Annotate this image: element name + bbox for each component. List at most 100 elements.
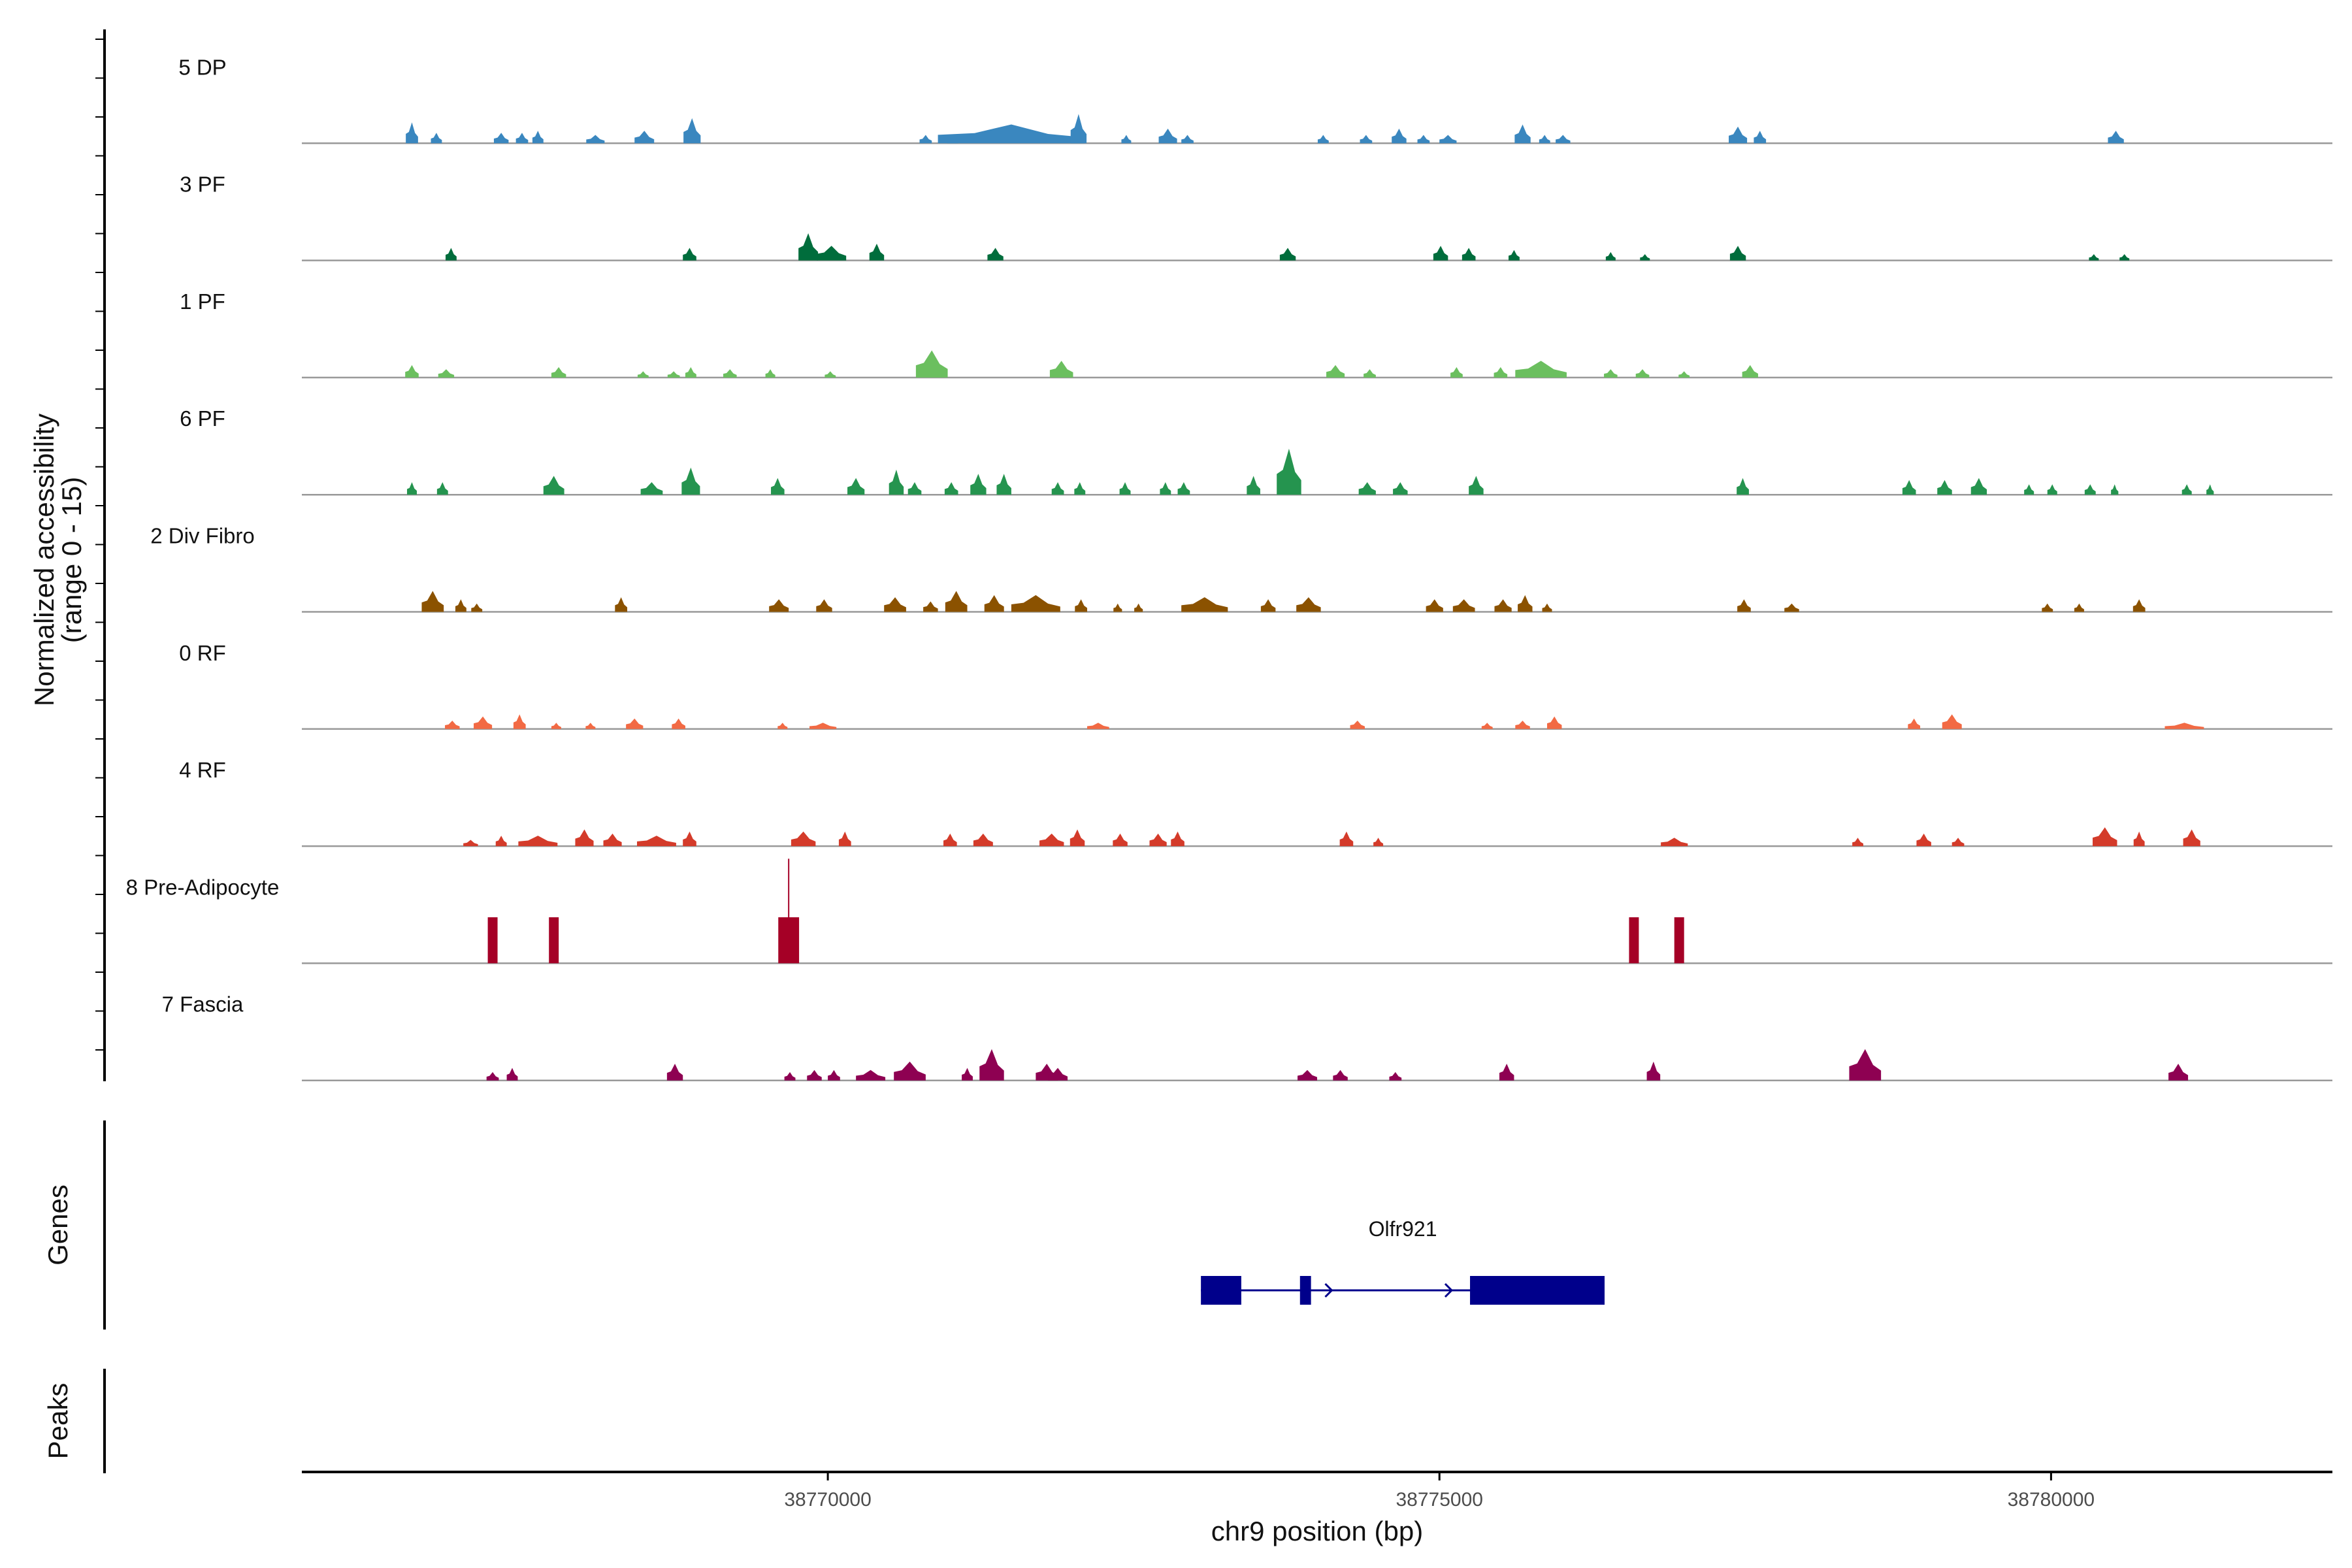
accessibility-peak <box>455 599 466 612</box>
accessibility-peak <box>667 371 680 378</box>
track-0-rf: 0 RF <box>179 641 2332 730</box>
accessibility-peak <box>1450 367 1463 378</box>
accessibility-peak <box>1279 248 1296 261</box>
accessibility-peak <box>1970 478 1987 495</box>
accessibility-peak <box>1350 721 1365 729</box>
gene-exon <box>1201 1276 1241 1305</box>
accessibility-peak <box>445 721 460 729</box>
accessibility-peak <box>685 367 696 378</box>
accessibility-peak <box>515 133 529 144</box>
accessibility-peak <box>1452 599 1475 612</box>
gene-exon <box>1470 1276 1605 1305</box>
accessibility-peak <box>1916 833 1931 847</box>
accessibility-peak <box>2108 131 2124 144</box>
accessibility-peak <box>1515 721 1530 729</box>
accessibility-peak <box>1937 480 1952 495</box>
peaks-panel: Peaks <box>42 1369 106 1473</box>
peaks-panel-label: Peaks <box>42 1383 73 1460</box>
accessibility-peak <box>683 831 696 847</box>
accessibility-peak <box>2111 484 2119 495</box>
accessibility-peak <box>1729 126 1748 144</box>
accessibility-peak <box>1160 482 1171 495</box>
accessibility-peak <box>532 131 544 144</box>
track-label: 6 PF <box>180 406 225 431</box>
accessibility-peak <box>405 365 419 378</box>
track-label: 5 DP <box>178 55 226 79</box>
accessibility-peak <box>2119 254 2130 261</box>
accessibility-peak <box>1113 603 1122 612</box>
accessibility-peak <box>1852 838 1863 847</box>
accessibility-peak <box>996 474 1011 495</box>
accessibility-peak <box>2181 484 2192 495</box>
accessibility-peak <box>585 723 596 729</box>
accessibility-peak <box>2093 827 2117 847</box>
accessibility-peak <box>1742 365 1758 378</box>
accessibility-peak <box>828 1070 840 1081</box>
accessibility-peak <box>1604 369 1618 378</box>
track-label: 7 Fascia <box>162 992 244 1017</box>
accessibility-peak <box>637 836 676 847</box>
accessibility-peak <box>495 836 507 847</box>
accessibility-peak <box>445 248 457 261</box>
accessibility-peak <box>1181 135 1194 144</box>
accessibility-peak <box>1075 599 1088 612</box>
x-axis-title: chr9 position (bp) <box>1211 1516 1424 1546</box>
accessibility-peak <box>436 482 448 495</box>
accessibility-peak <box>962 1068 973 1081</box>
coverage-tracks: 5 DP 3 PF 1 PF 6 PF 2 Div Fibro 0 RF 4 RF 8 Pre… <box>126 55 2332 1081</box>
accessibility-peak <box>791 831 816 847</box>
accessibility-peak <box>1942 714 1962 729</box>
accessibility-peak <box>771 478 785 495</box>
accessibility-peak <box>1546 716 1562 729</box>
accessibility-peak <box>615 597 628 612</box>
accessibility-peak <box>847 478 865 495</box>
accessibility-peak <box>626 718 644 729</box>
accessibility-peak <box>1902 480 1916 495</box>
accessibility-peak <box>463 840 478 847</box>
accessibility-peak <box>2084 484 2096 495</box>
accessibility-peak <box>1908 718 1921 729</box>
accessibility-peak <box>2024 484 2034 495</box>
accessibility-peak <box>919 135 932 144</box>
track-label: 0 RF <box>179 641 226 665</box>
accessibility-peak <box>1070 114 1087 144</box>
accessibility-peak <box>1296 597 1321 612</box>
y-axis-title-line2: (range 0 - 15) <box>56 477 87 643</box>
accessibility-peak <box>2206 484 2214 495</box>
accessibility-peak <box>666 1064 683 1081</box>
accessibility-peak <box>1393 482 1408 495</box>
accessibility-peak <box>1333 1070 1348 1081</box>
accessibility-peak <box>2089 254 2099 261</box>
accessibility-peak <box>894 1061 926 1081</box>
accessibility-peak <box>1074 482 1086 495</box>
accessibility-peak <box>586 135 605 144</box>
accessibility-peak <box>798 233 819 261</box>
accessibility-peak <box>1119 482 1131 495</box>
accessibility-peak <box>1729 246 1746 261</box>
track-label: 3 PF <box>180 172 225 197</box>
accessibility-peak <box>1784 603 1799 612</box>
accessibility-peak <box>1417 135 1430 144</box>
gene-olfr921: Olfr921 <box>1201 1217 1605 1305</box>
accessibility-peak <box>1158 128 1177 144</box>
accessibility-peak <box>518 836 558 847</box>
gene-exon <box>1299 1276 1311 1305</box>
accessibility-peak <box>549 917 559 964</box>
accessibility-peak <box>1317 135 1329 144</box>
accessibility-peak <box>784 1071 796 1081</box>
genes-panel-label: Genes <box>42 1184 73 1266</box>
accessibility-peak <box>1339 831 1354 847</box>
accessibility-peak <box>1433 246 1448 261</box>
accessibility-peak <box>1518 595 1533 612</box>
accessibility-peak <box>551 367 566 378</box>
accessibility-peak <box>1364 369 1376 378</box>
accessibility-peak <box>438 369 455 378</box>
accessibility-peak <box>1646 1061 1661 1081</box>
track-label: 2 Div Fibro <box>150 524 255 548</box>
accessibility-peak <box>2164 723 2204 729</box>
coverage-panel: Normalized accessibility (range 0 - 15) … <box>29 29 2332 1081</box>
strand-arrow <box>1324 1282 1333 1298</box>
accessibility-peak <box>1051 482 1064 495</box>
x-axis: 38770000 38775000 38780000 chr9 position (… <box>302 1471 2332 1546</box>
